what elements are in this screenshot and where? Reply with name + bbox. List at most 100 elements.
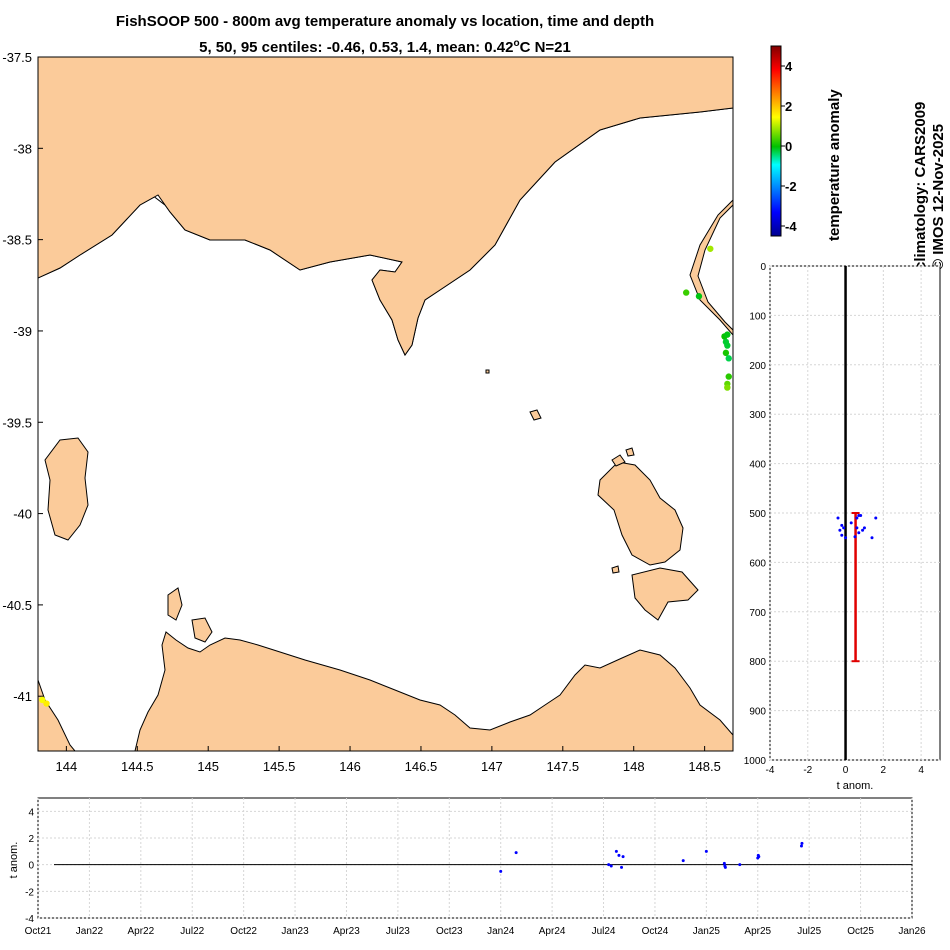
depth-observation-point: [836, 516, 840, 520]
time-observation-point: [614, 849, 618, 853]
colorbar-ticks: 4 2 0 -2 -4: [781, 59, 797, 234]
depth-observation-point: [870, 536, 874, 540]
map-frame: [37, 56, 734, 752]
time-observation-point: [757, 855, 761, 859]
plot-title-line1: FishSOOP 500 - 800m avg temperature anom…: [115, 13, 655, 30]
time-xtick-label: Oct21: [25, 926, 52, 937]
lat-tick-label: -38: [13, 141, 32, 156]
map-observation-point: [722, 349, 730, 357]
depth-ytick-label: 700: [749, 608, 766, 619]
tasmania-north-coast: [38, 631, 733, 751]
time-observation-point: [617, 853, 621, 857]
depth-ytick-label: 0: [760, 262, 766, 273]
colorbar: 4 2 0 -2 -4: [770, 45, 797, 237]
time-xtick-label: Jul24: [592, 926, 616, 937]
time-xtick-label: Jan22: [76, 926, 104, 937]
map-observation-point: [682, 289, 690, 296]
map-observation-point: [39, 696, 46, 704]
depth-xtick-label: -2: [803, 765, 812, 776]
time-xtick-label: Oct25: [847, 926, 874, 937]
time-xtick-label: Jan25: [693, 926, 721, 937]
time-observation-point: [514, 851, 518, 855]
map-observation-point: [707, 245, 714, 252]
lat-tick-label: -40.5: [2, 598, 32, 613]
depth-ytick-label: 400: [749, 460, 766, 471]
lat-tick-label: -41: [13, 689, 32, 704]
time-ytick-label: 2: [28, 834, 34, 845]
time-panel: Oct21 Jan22 Apr22 Jul22 Oct22 Jan23 Apr23 Jul23…: [8, 797, 926, 937]
lat-tick-label: -37.5: [2, 50, 32, 65]
time-axes: Oct21 Jan22 Apr22 Jul22 Oct22 Jan23 Apr23 Jul23…: [25, 798, 926, 937]
depth-observation-point: [838, 528, 842, 532]
lon-tick-label: 144.5: [121, 759, 154, 774]
depth-ytick-label: 300: [749, 410, 766, 421]
cape-barren-island: [631, 567, 699, 621]
lon-tick-label: 148: [623, 759, 645, 774]
time-observation-point: [681, 859, 685, 863]
time-xtick-label: Jan26: [898, 926, 926, 937]
depth-ytick-label: 800: [749, 657, 766, 668]
time-xtick-label: Oct24: [642, 926, 669, 937]
time-xtick-label: Oct23: [436, 926, 463, 937]
depth-ytick-label: 100: [749, 311, 766, 322]
lon-tick-label: 146: [339, 759, 361, 774]
map-longitude-axis: 144 144.5 145 145.5 146 146.5 147 147.5 148 148.5: [56, 746, 721, 774]
time-xtick-label: Jan24: [487, 926, 515, 937]
plot-title-line2: 5, 50, 95 centiles: -0.46, 0.53, 1.4, me…: [0, 34, 770, 58]
flinders-island: [597, 461, 684, 566]
lon-tick-label: 145: [197, 759, 219, 774]
depth-ytick-label: 1000: [744, 756, 767, 767]
time-observation-point: [800, 841, 804, 845]
map-latitude-axis: -37.5 -38 -38.5 -39 -39.5 -40 -40.5 -41: [2, 50, 43, 704]
time-xtick-label: Apr23: [333, 926, 360, 937]
hunter-island: [167, 587, 183, 621]
map-observation-point: [724, 384, 731, 391]
time-xtick-label: Jul23: [386, 926, 410, 937]
time-ytick-label: -4: [25, 914, 34, 925]
lat-tick-label: -38.5: [2, 233, 32, 248]
time-observation-point: [621, 855, 625, 859]
time-xtick-label: Apr25: [744, 926, 771, 937]
colorbar-tick-label: 0: [785, 139, 792, 154]
map-observation-point: [695, 293, 703, 300]
depth-xtick-label: 0: [843, 765, 849, 776]
lon-tick-label: 145.5: [263, 759, 296, 774]
time-xtick-label: Apr24: [539, 926, 566, 937]
map-panel: -37.5 -38 -38.5 -39 -39.5 -40 -40.5 -41 144 144.…: [2, 50, 734, 774]
colorbar-gradient: [770, 45, 782, 237]
map-observation-point: [43, 700, 50, 707]
colorbar-tick-label: -2: [785, 179, 797, 194]
time-observation-point: [738, 863, 742, 867]
time-observation-point: [499, 869, 503, 873]
time-xtick-label: Oct22: [230, 926, 257, 937]
depth-ytick-label: 200: [749, 361, 766, 372]
depth-observation-point: [855, 516, 859, 520]
title-stats: 5, 50, 95 centiles: -0.46, 0.53, 1.4, me…: [199, 39, 514, 56]
depth-xtick-label: 4: [918, 765, 924, 776]
depth-xtick-label: -4: [766, 765, 775, 776]
depth-observation-point: [862, 526, 866, 530]
depth-xlabel: t anom.: [837, 780, 874, 792]
robbins-island: [191, 617, 213, 643]
depth-ytick-label: 900: [749, 707, 766, 718]
lon-tick-label: 144: [56, 759, 78, 774]
time-xtick-label: Jan23: [281, 926, 309, 937]
time-ytick-label: 4: [28, 807, 34, 818]
time-ylabel: t anom.: [8, 842, 20, 879]
title-unit-count: C N=21: [519, 39, 571, 56]
depth-observation-point: [855, 526, 859, 530]
time-xtick-label: Jul22: [180, 926, 204, 937]
time-xtick-label: Jul25: [797, 926, 821, 937]
depth-observation-point: [840, 533, 844, 537]
map-observation-point: [724, 331, 731, 338]
lat-tick-label: -39: [13, 324, 32, 339]
small-islets: [485, 369, 635, 574]
time-observation-point: [799, 844, 803, 848]
time-observations: [499, 841, 804, 873]
depth-observations: [836, 513, 878, 540]
depth-observation-point: [857, 531, 861, 535]
lon-tick-label: 147: [481, 759, 503, 774]
lat-tick-label: -39.5: [2, 415, 32, 430]
depth-observation-point: [859, 513, 863, 517]
